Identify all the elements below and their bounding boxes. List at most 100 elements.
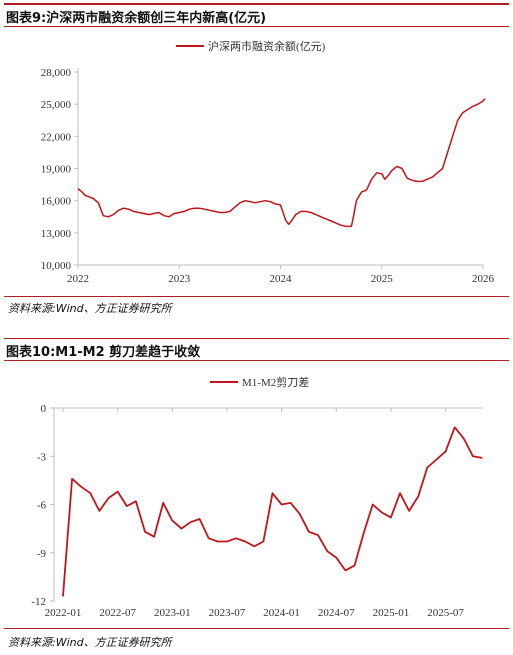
legend: 沪深两市融资余额(亿元) bbox=[176, 39, 326, 53]
data-point bbox=[381, 173, 383, 175]
x-tick-label: 2026 bbox=[472, 273, 495, 285]
data-point bbox=[472, 105, 474, 107]
margin-balance-chart: 10,000 13,000 16,000 19,000 22,000 25,000 28,0… bbox=[41, 39, 495, 285]
data-point bbox=[344, 569, 346, 571]
y-tick-label: 0 bbox=[41, 403, 47, 415]
data-point bbox=[84, 194, 86, 196]
data-point bbox=[80, 190, 82, 192]
data-point bbox=[315, 214, 317, 216]
y-tick-label: 13,000 bbox=[41, 228, 72, 240]
data-point bbox=[235, 537, 237, 539]
data-point bbox=[335, 222, 337, 224]
data-point bbox=[371, 178, 373, 180]
data-point bbox=[310, 212, 312, 213]
data-point bbox=[158, 212, 160, 213]
data-point bbox=[442, 168, 443, 169]
data-point bbox=[102, 215, 104, 217]
figure9-source: 资料来源:Wind、方正证券研究所 bbox=[8, 302, 172, 315]
data-point bbox=[259, 201, 261, 203]
legend-label: 沪深两市融资余额(亿元) bbox=[208, 39, 326, 53]
data-point bbox=[239, 202, 241, 204]
data-point bbox=[244, 540, 246, 542]
data-point bbox=[452, 135, 454, 137]
y-tick-label: 19,000 bbox=[41, 164, 72, 176]
data-point bbox=[138, 212, 140, 213]
data-point bbox=[353, 216, 354, 218]
data-point bbox=[387, 175, 389, 177]
data-point bbox=[214, 210, 216, 212]
figure9-heading: 图表9:沪深两市融资余额创三年内新高(亿元) bbox=[6, 11, 267, 26]
legend-label: M1-M2剪刀差 bbox=[242, 375, 309, 389]
data-point bbox=[366, 189, 367, 191]
data-point bbox=[381, 512, 383, 514]
data-point bbox=[477, 103, 479, 105]
data-point bbox=[317, 534, 319, 536]
data-point bbox=[472, 455, 474, 457]
data-point bbox=[376, 172, 378, 174]
data-point bbox=[396, 165, 398, 167]
x-tick-label: 2023-01 bbox=[154, 607, 191, 619]
data-point bbox=[417, 495, 419, 497]
data-point bbox=[406, 177, 408, 179]
data-point bbox=[77, 188, 79, 190]
data-point bbox=[356, 200, 357, 202]
data-point bbox=[325, 218, 327, 220]
data-point bbox=[437, 172, 438, 174]
data-point bbox=[275, 203, 276, 205]
data-point bbox=[224, 212, 226, 213]
x-tick-label: 2022-01 bbox=[45, 607, 82, 619]
data-point bbox=[320, 216, 322, 218]
data-point bbox=[288, 223, 289, 225]
data-point bbox=[391, 170, 393, 172]
data-point bbox=[219, 212, 221, 213]
data-point bbox=[353, 565, 355, 567]
data-point bbox=[421, 180, 423, 182]
data-point bbox=[290, 221, 292, 223]
data-point bbox=[280, 204, 281, 206]
y-tick-label: 10,000 bbox=[41, 260, 72, 272]
data-point bbox=[454, 426, 456, 428]
data-point bbox=[135, 500, 137, 502]
y-tick-label: -12 bbox=[31, 596, 46, 608]
data-point bbox=[153, 536, 155, 538]
data-point bbox=[269, 201, 271, 203]
data-point bbox=[431, 176, 433, 178]
data-point bbox=[244, 200, 246, 202]
data-point bbox=[335, 557, 337, 559]
data-point bbox=[254, 202, 256, 204]
y-tick-label: 28,000 bbox=[41, 67, 72, 79]
data-point bbox=[194, 207, 195, 209]
data-point bbox=[482, 100, 484, 102]
data-point bbox=[208, 537, 210, 539]
data-point bbox=[340, 224, 342, 226]
y-tick-label: -3 bbox=[37, 451, 47, 463]
x-tick-label: 2023-07 bbox=[209, 607, 246, 619]
figure9-heading-rule bbox=[4, 26, 509, 27]
data-point bbox=[117, 491, 119, 493]
data-point bbox=[457, 119, 459, 121]
data-point bbox=[300, 210, 302, 212]
data-point bbox=[295, 214, 297, 216]
data-point bbox=[350, 226, 352, 227]
data-point bbox=[118, 209, 119, 211]
data-point bbox=[363, 532, 365, 534]
data-point bbox=[123, 207, 124, 209]
data-point bbox=[390, 516, 392, 518]
data-point bbox=[411, 179, 413, 181]
data-point bbox=[484, 98, 486, 100]
data-point bbox=[199, 518, 201, 520]
x-tick-label: 2024 bbox=[270, 273, 293, 285]
data-point bbox=[144, 531, 146, 533]
x-tick-label: 2024-07 bbox=[318, 607, 355, 619]
data-point bbox=[462, 112, 464, 114]
data-point bbox=[209, 209, 211, 211]
data-point bbox=[445, 450, 447, 452]
data-point bbox=[272, 492, 273, 494]
data-point bbox=[281, 504, 283, 505]
m1-m2-gap-chart: -12 -9 -6 -3 0 2022-01 2022-07 2023-01 2023-07 20… bbox=[31, 375, 483, 619]
data-point bbox=[330, 220, 332, 222]
data-point bbox=[107, 216, 109, 218]
data-point bbox=[199, 207, 200, 209]
figure10-top-rule bbox=[4, 338, 509, 339]
data-point bbox=[481, 457, 483, 459]
